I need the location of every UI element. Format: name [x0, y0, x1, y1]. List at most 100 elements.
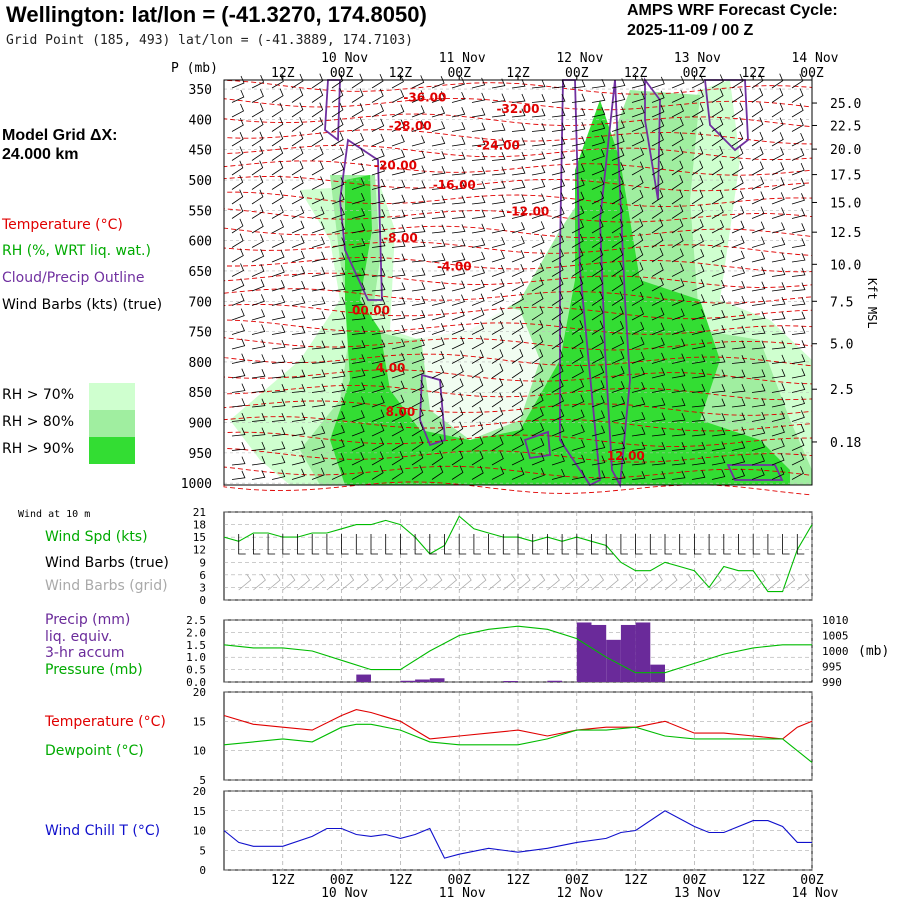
wind-barb [371, 423, 385, 437]
pressure-y-tick-label: 1005 [822, 630, 849, 643]
wind-barb [291, 146, 304, 161]
height-tick-label: 2.5 [830, 383, 853, 398]
wind-barb [311, 131, 324, 147]
temperature-contour [223, 400, 813, 416]
wind-barb [731, 310, 746, 321]
precip-panel-y-tick-label: 2.0 [186, 626, 206, 639]
wind-barb [411, 195, 426, 205]
wind-barb [451, 209, 466, 219]
wind-barb [571, 177, 585, 190]
wind-barb [271, 146, 284, 161]
wind-barb [531, 437, 545, 451]
wind-barb [411, 379, 425, 393]
temperature-contour [223, 353, 813, 367]
temperature-contour [223, 160, 813, 176]
wind-barb [311, 251, 326, 263]
wind-barb [451, 238, 466, 248]
wind-barb [671, 132, 684, 147]
wind-barb [491, 349, 504, 364]
wind-barb [531, 79, 546, 89]
wind-barb [731, 280, 746, 292]
wind-barb [531, 349, 544, 364]
wind-barb [711, 190, 724, 205]
wind-barb [691, 369, 706, 379]
wind-barb [351, 223, 366, 234]
wind-barb [511, 378, 524, 393]
wind-barb [471, 92, 486, 103]
wind-barb [731, 190, 744, 205]
wind-barb [311, 397, 326, 408]
wind-barb [471, 237, 486, 248]
wind-barb [531, 249, 545, 263]
wind-barb [631, 441, 646, 451]
wind-barb [791, 162, 805, 176]
wind-barb [231, 248, 244, 263]
wind-barb [371, 282, 386, 292]
dewpoint-line [223, 723, 813, 763]
wind-barb [691, 103, 704, 118]
legend-3hr-accum: 3-hr accum [45, 645, 125, 661]
wind-barb [571, 163, 585, 176]
wind-barb [291, 310, 306, 321]
wind-barb [431, 450, 444, 466]
wind-barb [251, 219, 264, 234]
wind-barb [471, 137, 486, 147]
wind-barb [271, 131, 284, 147]
wind-barb [451, 436, 464, 451]
wind-barb [451, 280, 466, 292]
wind-barb [271, 354, 286, 364]
wind-barb [431, 238, 446, 248]
wind-barb [471, 279, 485, 292]
wind-barb [731, 369, 746, 379]
surface-wind-barb [282, 534, 290, 555]
wind-barb [611, 204, 624, 219]
top-hour-label: 12Z [271, 66, 295, 81]
wind-barb [551, 408, 565, 422]
legend-dewpoint: Dewpoint (°C) [45, 743, 144, 759]
wind-barb [791, 252, 806, 263]
wind-barb [691, 427, 706, 437]
wind-barb [391, 422, 404, 437]
wind-barb [351, 368, 366, 379]
wind-barb [591, 247, 604, 263]
wind-barb [311, 88, 324, 103]
wind-barb [231, 456, 246, 466]
wind-barb [591, 93, 606, 103]
wind-barb [671, 456, 686, 466]
wind-barb [231, 204, 244, 219]
temperature-contour [223, 288, 813, 304]
wind-barb [611, 441, 626, 451]
wind-barb [551, 93, 566, 103]
wind-barb [651, 456, 666, 466]
wind-barb [491, 180, 506, 190]
wind-barb [291, 369, 306, 379]
wind-barb [371, 148, 385, 161]
grid-wind-barb [473, 573, 487, 591]
wind-barb [231, 189, 244, 205]
precip-bar [356, 674, 371, 682]
temperature-panel: 5 10 15 20 [193, 686, 813, 787]
temperature-contour-label: 12.00 [607, 449, 645, 463]
wind-barb [571, 205, 585, 219]
wind-barb [491, 306, 505, 321]
wind-barb [651, 322, 665, 335]
wind-barb [271, 160, 284, 176]
wind-barb [631, 262, 644, 277]
bottom-date-label: 13 Nov [674, 886, 721, 900]
wind-barb [571, 79, 586, 89]
wind-barb [711, 160, 724, 176]
wind-barb [571, 439, 586, 451]
wind-barb [311, 117, 324, 132]
wind-barb [331, 411, 346, 422]
wind-barb [651, 160, 664, 176]
wind-barb [511, 392, 524, 408]
wind-barb [491, 236, 506, 248]
wind-barb [631, 133, 645, 147]
wind-barb [611, 456, 626, 466]
surface-wind-barb [620, 534, 628, 555]
wind-barb [251, 75, 265, 89]
wind-barb [531, 408, 544, 422]
wind-barb [451, 350, 465, 364]
wind-barb [391, 179, 406, 190]
